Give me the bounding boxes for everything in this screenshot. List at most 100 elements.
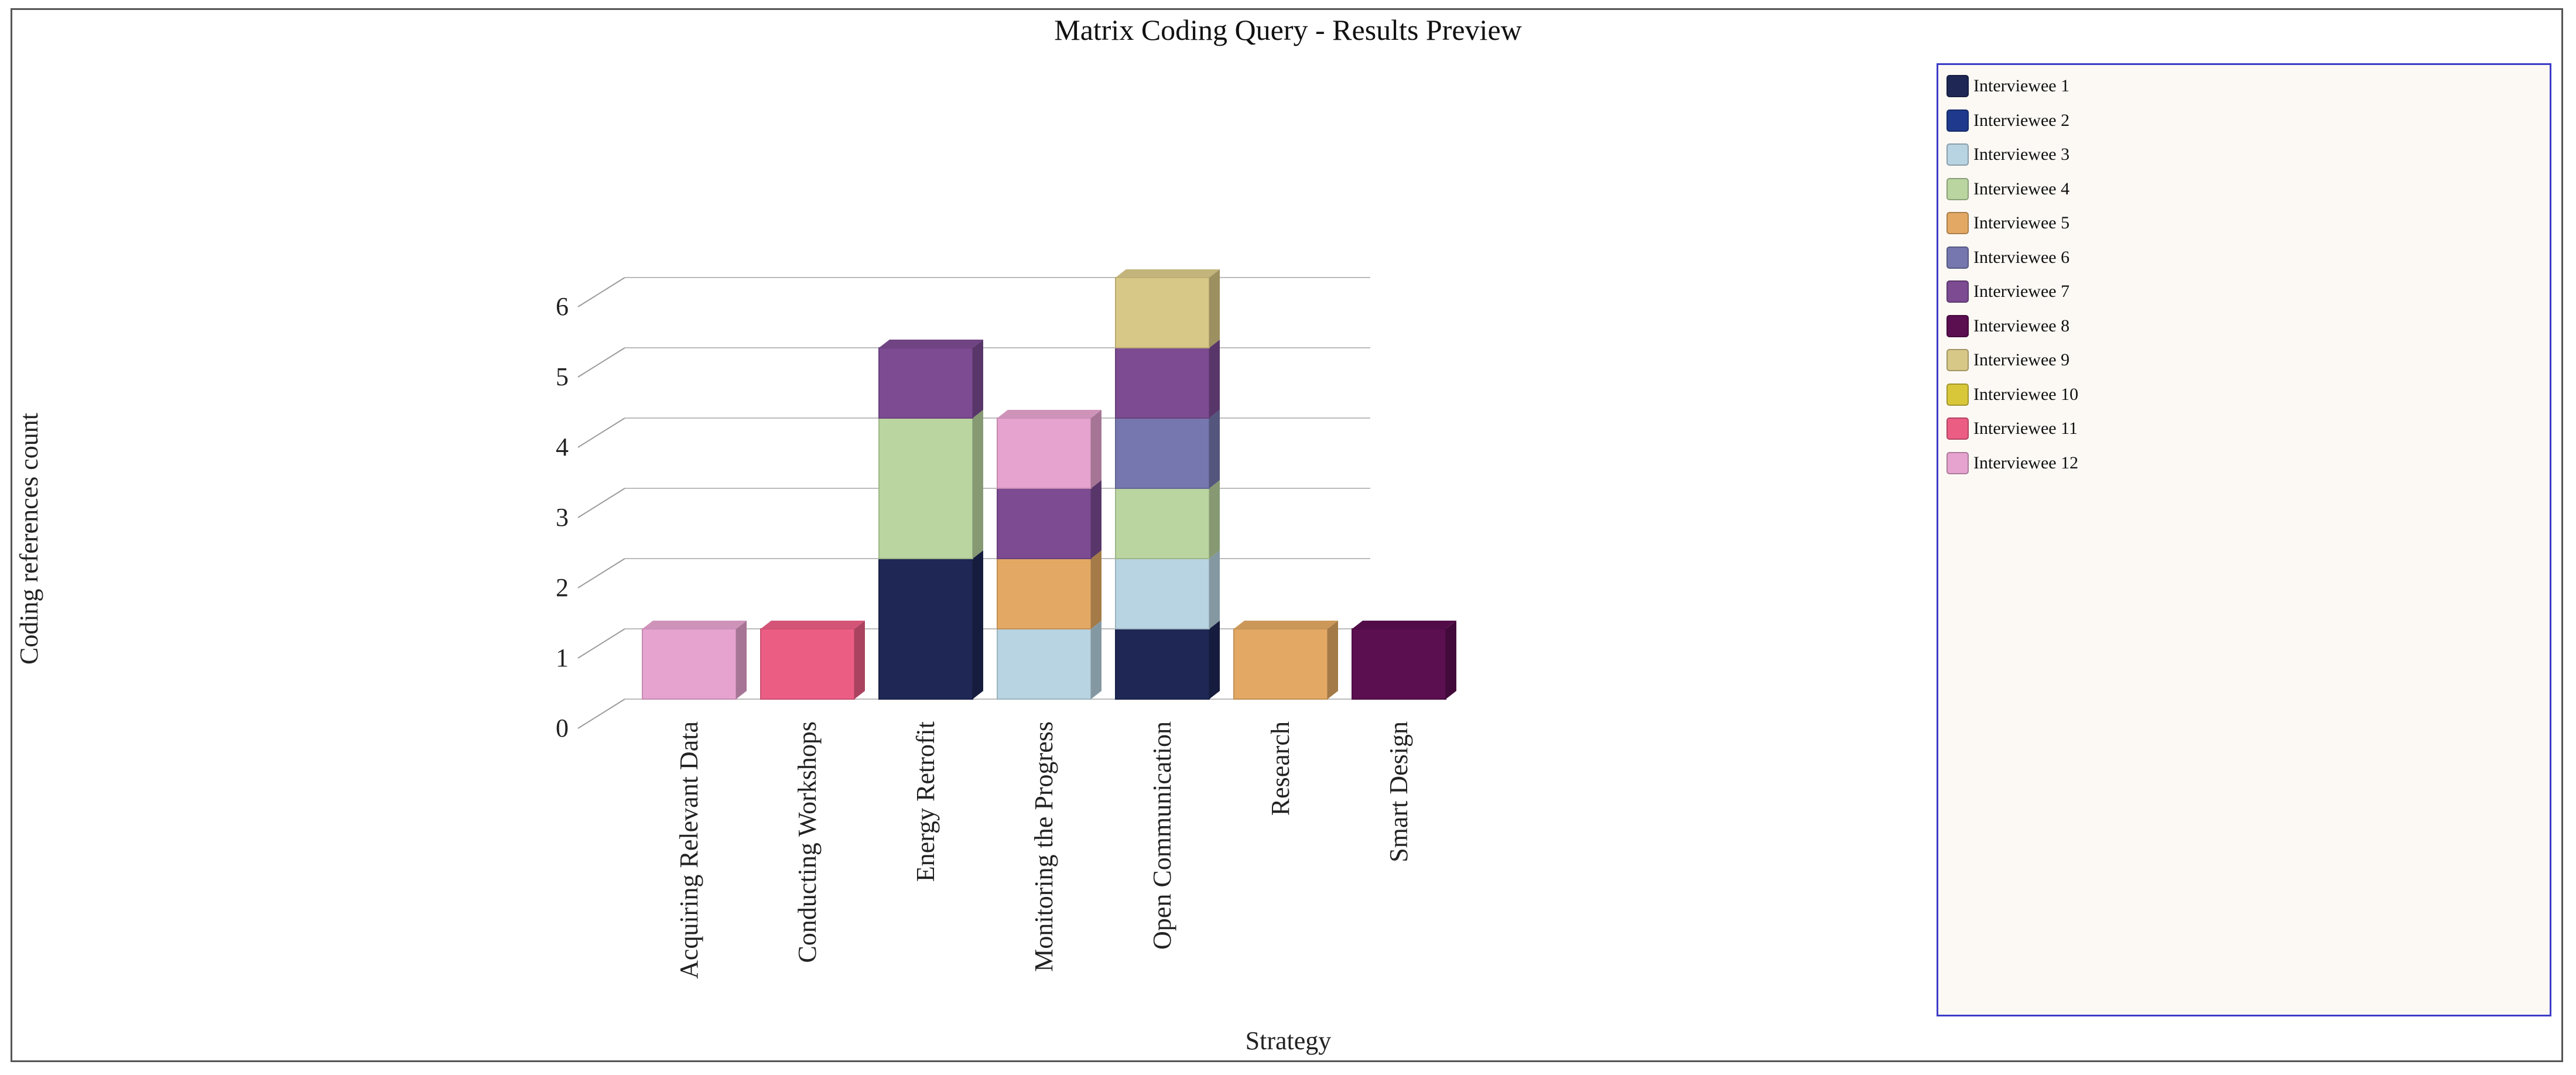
bar-segment-side [1446,621,1456,699]
legend-item: Interviewee 5 [1946,210,2069,236]
y-tick-label-2: 2 [556,573,569,602]
bar-segment [997,550,1101,629]
bar-segment-front [642,628,737,700]
legend-item: Interviewee 8 [1946,313,2069,339]
legend-label: Interviewee 11 [1973,419,2078,438]
bar-segment-side [973,340,983,418]
legend-item: Interviewee 2 [1946,108,2069,133]
bar-segment [1115,269,1220,348]
gridline-diagonal-3 [577,488,625,518]
x-axis-label: Strategy [1246,1026,1332,1055]
legend-item: Interviewee 3 [1946,142,2069,167]
bar-segment [1115,480,1220,559]
legend-swatch [1946,177,1969,200]
legend-swatch [1946,212,1969,234]
x-tick-label: Smart Design [1384,721,1413,862]
y-axis-label: Coding references count [15,413,43,665]
bar-segment-front [1115,628,1210,700]
legend-item: Interviewee 11 [1946,416,2078,441]
bar-segment-side [1209,480,1220,559]
bar-segment-front [1352,628,1446,700]
bar-segment [1352,621,1456,700]
x-tick-label: Energy Retrofit [911,721,940,882]
y-tick-label-5: 5 [556,362,569,391]
bar-segment-side [1209,550,1220,629]
legend-swatch [1946,246,1969,269]
legend-label: Interviewee 8 [1973,316,2070,335]
bar-segment-front [878,558,973,700]
bar-segment-front [1115,558,1210,629]
legend-swatch [1946,75,1969,97]
x-tick-label: Monitoring the Progress [1029,721,1058,972]
bar-segment-front [1115,417,1210,489]
bar-segment-side [1091,621,1101,699]
y-tick-label-4: 4 [556,433,569,461]
bar-segment-front [997,558,1092,629]
bar-top-face [997,410,1101,418]
legend-label: Interviewee 7 [1973,282,2070,301]
x-tick-label: Conducting Workshops [793,721,822,963]
bar-top-face [1352,621,1456,629]
chart-title: Matrix Coding Query - Results Preview [1054,13,1522,46]
legend-label: Interviewee 12 [1973,453,2079,473]
y-tick-label-0: 0 [556,714,569,742]
bar-top-face [761,621,865,629]
bar-segment-front [878,417,973,559]
bar-segment-side [1091,410,1101,488]
legend-swatch [1946,109,1969,132]
legend-label: Interviewee 3 [1973,145,2070,164]
bar-top-face [879,340,983,348]
bar-segment-side [1091,480,1101,559]
bar-top-face [642,621,747,629]
legend-swatch [1946,280,1969,303]
bar-segment-side [1209,269,1220,348]
bar-segment-front [1115,277,1210,348]
bar-segment [878,340,983,419]
legend-swatch [1946,451,1969,474]
bar-segment-front [997,488,1092,559]
bar-segment-front [1115,347,1210,419]
y-tick-label-3: 3 [556,503,569,532]
bar-segment-side [854,621,865,699]
x-tick-label: Research [1266,721,1295,816]
bar-segment-side [1209,340,1220,418]
bar-segment [997,410,1101,489]
bar-segment [642,621,747,700]
legend-swatch [1946,383,1969,406]
bar-segment [1115,621,1220,700]
legend-item: Interviewee 10 [1946,382,2078,408]
legend-item: Interviewee 12 [1946,450,2078,476]
legend-swatch [1946,143,1969,166]
gridline-diagonal-2 [577,558,625,588]
bar-segment [1115,340,1220,419]
legend-item: Interviewee 7 [1946,279,2069,304]
bar-top-face [1116,269,1220,278]
bar-top-face [1234,621,1338,629]
bar-segment-side [736,621,747,699]
bar-segment-side [973,550,983,699]
bar-segment [760,621,865,700]
legend-label: Interviewee 10 [1973,384,2079,404]
bar-segment [878,550,983,700]
gridline-diagonal-6 [577,277,625,307]
legend-label: Interviewee 4 [1973,179,2070,198]
legend-label: Interviewee 9 [1973,350,2070,369]
legend-label: Interviewee 2 [1973,110,2070,130]
bar-segment-front [1115,488,1210,559]
legend-label: Interviewee 6 [1973,247,2070,267]
gridline-diagonal-4 [577,417,625,448]
legend-item: Interviewee 9 [1946,347,2069,373]
bar-segment-front [997,417,1092,489]
bar-segment [878,410,983,559]
legend-swatch [1946,314,1969,337]
legend-swatch [1946,349,1969,371]
legend-item: Interviewee 4 [1946,176,2069,202]
gridline-diagonal-0 [577,699,625,729]
bar-segment [997,621,1101,700]
bar-segment-side [1209,410,1220,488]
legend-swatch [1946,417,1969,440]
bar-segment-front [760,628,855,700]
gridline-diagonal-5 [577,347,625,378]
bar-segment [1233,621,1338,700]
bar-segment-front [997,628,1092,700]
